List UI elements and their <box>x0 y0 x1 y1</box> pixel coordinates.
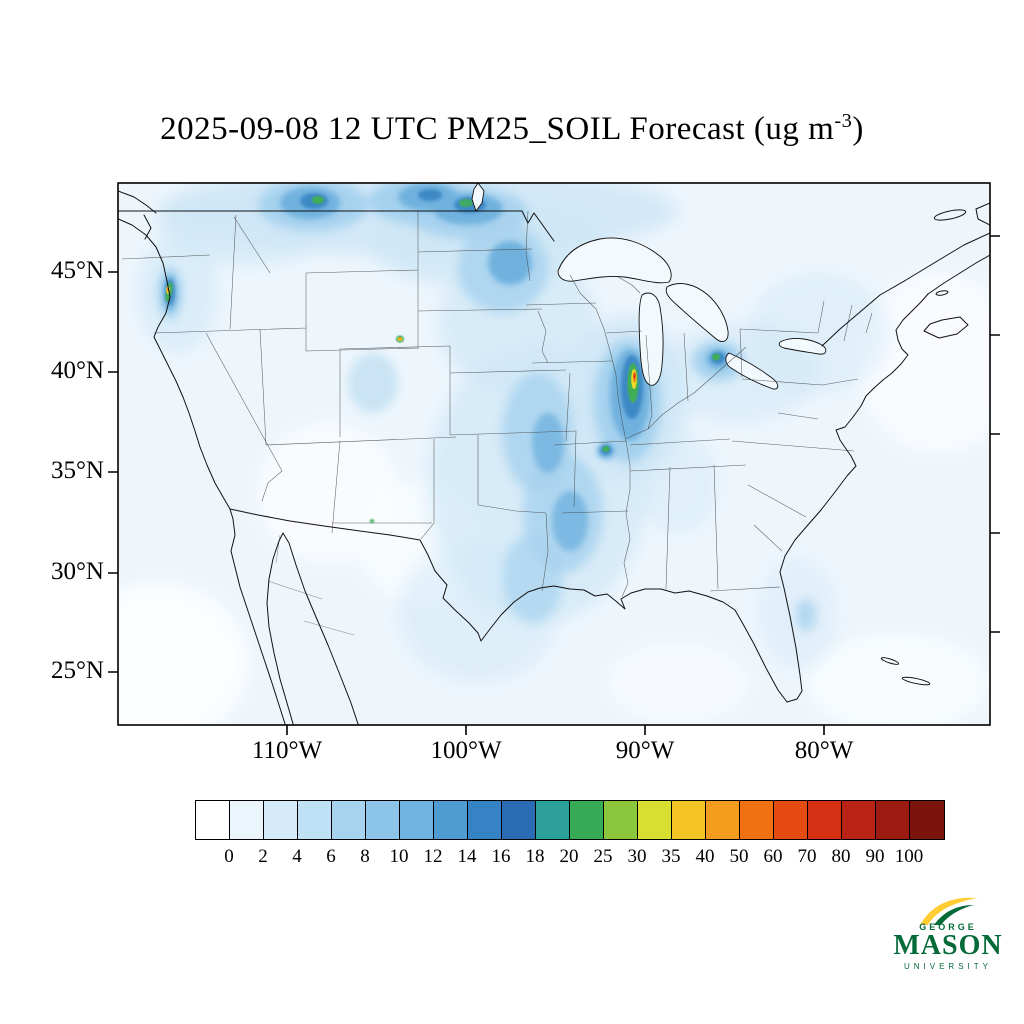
colorbar-box <box>468 801 502 839</box>
colorbar-tick-label: 8 <box>360 846 370 867</box>
logo-university: UNIVERSITY <box>903 962 992 971</box>
nova-scotia <box>923 316 969 339</box>
us-mexico-border <box>229 508 482 642</box>
gmu-feather-icon <box>920 897 978 925</box>
colorbar-box <box>502 801 536 839</box>
colorbar-box <box>638 801 672 839</box>
title-exponent: -3 <box>834 110 853 132</box>
colorbar-tick-label: 20 <box>559 846 579 867</box>
lat-tick-label: 45°N <box>50 257 104 284</box>
newfoundland-corner <box>975 202 990 226</box>
colorbar-tick-label: 40 <box>695 846 715 867</box>
colorbar-box <box>774 801 808 839</box>
colorbar-tick-label: 0 <box>224 846 234 867</box>
title-suffix: ) <box>852 111 864 147</box>
colorbar-tick-label: 25 <box>593 846 613 867</box>
lat-tick-label: 30°N <box>50 558 104 585</box>
colorbar-box <box>910 801 944 839</box>
bahamas-island <box>880 657 900 665</box>
colorbar-box <box>434 801 468 839</box>
colorbar-box <box>570 801 604 839</box>
colorbar-box <box>740 801 774 839</box>
state-borders <box>121 210 873 636</box>
colorbar-box <box>366 801 400 839</box>
coastlines <box>118 190 990 725</box>
logo-george: GEORGE <box>919 922 977 932</box>
colorbar-tick-label: 6 <box>326 846 336 867</box>
great-lakes <box>471 183 827 390</box>
lat-tick-label: 25°N <box>50 657 104 684</box>
us-canada-border <box>118 210 881 347</box>
lat-tick-label: 35°N <box>50 457 104 484</box>
gulf-atlantic-coast <box>480 293 929 703</box>
lake-superior <box>557 237 672 284</box>
contour-field-red <box>633 373 636 379</box>
forecast-map <box>108 182 1000 735</box>
st-lawrence <box>879 232 990 296</box>
map-frame <box>117 182 991 726</box>
lon-tick-label: 110°W <box>251 737 323 764</box>
gulf-of-california-coast <box>266 532 359 725</box>
colorbar-box <box>400 801 434 839</box>
lake-ontario <box>778 338 827 355</box>
colorbar-tick-label: 90 <box>865 846 885 867</box>
pacific-coast <box>118 218 286 725</box>
gmu-logo: GEORGE MASON UNIVERSITY <box>884 896 1012 971</box>
lon-tick-label: 100°W <box>430 737 502 764</box>
logo-mason: MASON <box>893 930 1003 961</box>
colorbar-box <box>808 801 842 839</box>
colorbar-tick-label: 60 <box>763 846 783 867</box>
page-title: 2025-09-08 12 UTC PM25_SOIL Forecast (ug… <box>0 110 1024 148</box>
colorbar-tick-label: 2 <box>258 846 268 867</box>
colorbar-box <box>264 801 298 839</box>
colorbar-tick-label: 12 <box>423 846 443 867</box>
cuba-coast <box>901 676 931 686</box>
axis-ticks <box>108 235 1000 735</box>
pacific-nw-inlets <box>118 190 157 240</box>
lon-tick-label: 80°W <box>794 737 854 764</box>
anticosti-island <box>933 209 967 221</box>
colorbar-box <box>706 801 740 839</box>
colorbar-tick-label: 16 <box>491 846 511 867</box>
colorbar-tick-label: 100 <box>894 846 924 867</box>
colorbar <box>195 800 945 840</box>
lake-huron <box>665 283 729 342</box>
colorbar-box <box>672 801 706 839</box>
colorbar-box <box>604 801 638 839</box>
colorbar-tick-label: 70 <box>797 846 817 867</box>
colorbar-tick-label: 30 <box>627 846 647 867</box>
colorbar-box <box>876 801 910 839</box>
colorbar-tick-label: 14 <box>457 846 477 867</box>
colorbar-box <box>332 801 366 839</box>
lake-michigan <box>638 292 664 386</box>
prince-edward-island <box>935 290 949 296</box>
colorbar-tick-label: 18 <box>525 846 545 867</box>
lon-tick-label: 90°W <box>615 737 675 764</box>
colorbar-tick-label: 50 <box>729 846 749 867</box>
lat-tick-label: 40°N <box>50 357 104 384</box>
colorbar-tick-label: 10 <box>389 846 409 867</box>
colorbar-box <box>196 801 230 839</box>
colorbar-box <box>536 801 570 839</box>
title-text: 2025-09-08 12 UTC PM25_SOIL Forecast (ug… <box>160 111 835 147</box>
colorbar-box <box>298 801 332 839</box>
colorbar-box <box>842 801 876 839</box>
colorbar-tick-label: 80 <box>831 846 851 867</box>
colorbar-tick-label: 4 <box>292 846 302 867</box>
colorbar-box <box>230 801 264 839</box>
colorbar-tick-label: 35 <box>661 846 681 867</box>
